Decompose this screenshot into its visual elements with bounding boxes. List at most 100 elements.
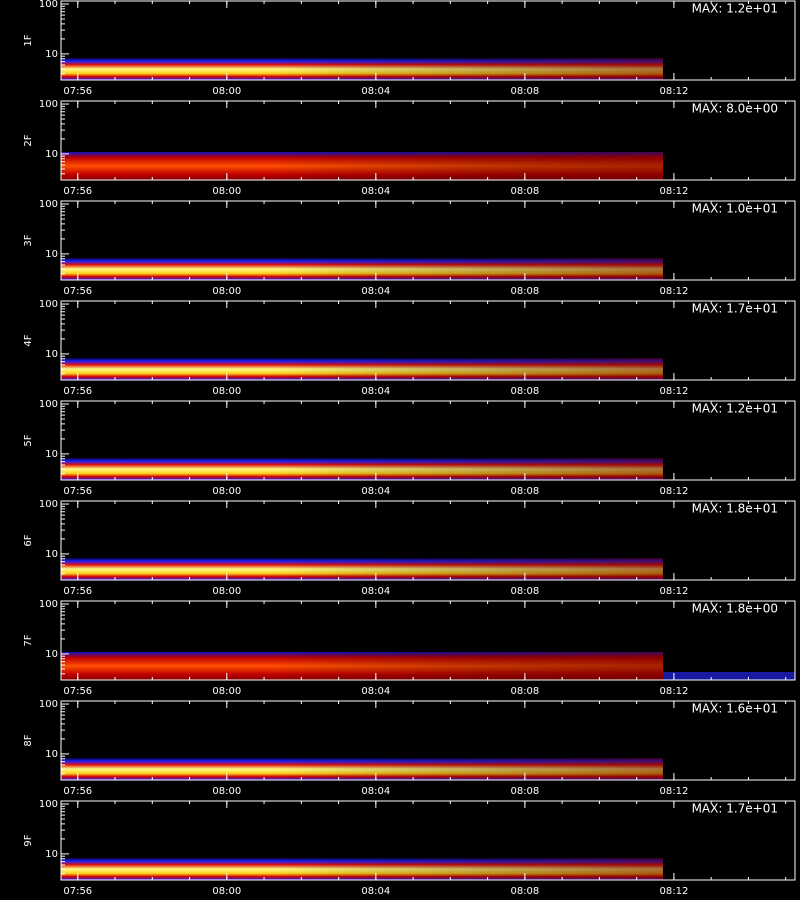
- x-tick-label: 08:12: [659, 586, 688, 597]
- max-annotation: MAX: 1.2e+01: [692, 402, 778, 416]
- y-tick-label: 100: [39, 499, 58, 510]
- y-axis-label: 6F: [23, 534, 34, 546]
- plot-frame: [60, 0, 796, 81]
- x-tick-label: 08:08: [510, 486, 539, 497]
- y-tick-label: 100: [39, 399, 58, 410]
- x-tick-label: 07:56: [63, 286, 92, 297]
- x-tick-label: 08:08: [510, 686, 539, 697]
- spectrogram-fade: [61, 358, 663, 380]
- x-tick-label: 07:56: [63, 486, 92, 497]
- max-annotation: MAX: 1.0e+01: [692, 202, 778, 216]
- x-tick-label: 08:12: [659, 686, 688, 697]
- y-tick-label: 100: [39, 0, 58, 10]
- x-tick-label: 08:00: [212, 686, 241, 697]
- x-tick-label: 08:12: [659, 786, 688, 797]
- spectrogram-tail: [663, 672, 795, 680]
- spectrogram-fade: [61, 458, 663, 480]
- plot-frame: [60, 300, 796, 381]
- x-tick-label: 08:04: [361, 686, 390, 697]
- spectrogram-fade: [61, 558, 663, 580]
- x-tick-label: 08:12: [659, 886, 688, 897]
- x-tick-label: 08:04: [361, 586, 390, 597]
- x-tick-label: 08:12: [659, 186, 688, 197]
- spectrogram-fade: [61, 58, 663, 80]
- spectrogram-fade: [61, 858, 663, 880]
- y-tick-label: 10: [45, 349, 58, 360]
- x-tick-label: 08:04: [361, 386, 390, 397]
- max-annotation: MAX: 8.0e+00: [692, 102, 778, 116]
- x-tick-label: 07:56: [63, 186, 92, 197]
- x-tick-label: 07:56: [63, 86, 92, 97]
- y-axis-label: 3F: [23, 234, 34, 246]
- y-tick-label: 10: [45, 549, 58, 560]
- x-tick-label: 08:00: [212, 386, 241, 397]
- y-axis-label: 9F: [23, 834, 34, 846]
- x-tick-label: 08:08: [510, 786, 539, 797]
- x-tick-label: 08:12: [659, 386, 688, 397]
- spectrogram-fade: [61, 152, 663, 180]
- y-tick-label: 100: [39, 299, 58, 310]
- x-tick-label: 08:12: [659, 286, 688, 297]
- max-annotation: MAX: 1.6e+01: [692, 702, 778, 716]
- x-tick-label: 08:00: [212, 586, 241, 597]
- spectrogram-fade: [61, 652, 663, 680]
- max-annotation: MAX: 1.7e+01: [692, 302, 778, 316]
- y-axis-label: 8F: [23, 734, 34, 746]
- spectrogram-fade: [61, 758, 663, 780]
- x-tick-label: 08:00: [212, 186, 241, 197]
- x-tick-label: 08:08: [510, 86, 539, 97]
- max-annotation: MAX: 1.2e+01: [692, 2, 778, 16]
- y-tick-label: 10: [45, 149, 58, 160]
- x-tick-label: 07:56: [63, 586, 92, 597]
- x-tick-label: 08:04: [361, 286, 390, 297]
- y-axis-label: 1F: [23, 34, 34, 46]
- y-axis-label: 2F: [23, 134, 34, 146]
- x-tick-label: 08:04: [361, 786, 390, 797]
- y-tick-label: 10: [45, 749, 58, 760]
- max-annotation: MAX: 1.8e+00: [692, 602, 778, 616]
- x-tick-label: 08:00: [212, 886, 241, 897]
- x-tick-label: 08:04: [361, 486, 390, 497]
- spectrogram-fade: [61, 258, 663, 280]
- x-tick-label: 08:12: [659, 486, 688, 497]
- plot-frame: [60, 100, 796, 181]
- y-tick-label: 100: [39, 699, 58, 710]
- y-tick-label: 100: [39, 199, 58, 210]
- x-tick-label: 08:08: [510, 886, 539, 897]
- y-tick-label: 10: [45, 449, 58, 460]
- x-tick-label: 08:04: [361, 86, 390, 97]
- plot-frame: [60, 600, 796, 681]
- plot-frame: [60, 400, 796, 481]
- max-annotation: MAX: 1.8e+01: [692, 502, 778, 516]
- x-tick-label: 08:08: [510, 186, 539, 197]
- x-tick-label: 08:08: [510, 386, 539, 397]
- plot-frame: [60, 800, 796, 881]
- x-tick-label: 08:00: [212, 486, 241, 497]
- y-tick-label: 100: [39, 99, 58, 110]
- y-tick-label: 100: [39, 599, 58, 610]
- y-axis-label: 7F: [23, 634, 34, 646]
- x-tick-label: 08:08: [510, 286, 539, 297]
- x-tick-label: 08:12: [659, 86, 688, 97]
- x-tick-label: 07:56: [63, 886, 92, 897]
- y-axis-label: 4F: [23, 334, 34, 346]
- x-tick-label: 08:04: [361, 886, 390, 897]
- x-tick-label: 07:56: [63, 686, 92, 697]
- y-axis-label: 5F: [23, 434, 34, 446]
- y-tick-label: 10: [45, 649, 58, 660]
- y-tick-label: 100: [39, 799, 58, 810]
- x-tick-label: 08:00: [212, 86, 241, 97]
- y-tick-label: 10: [45, 249, 58, 260]
- plot-frame: [60, 500, 796, 581]
- y-tick-label: 10: [45, 49, 58, 60]
- x-tick-label: 08:00: [212, 286, 241, 297]
- max-annotation: MAX: 1.7e+01: [692, 802, 778, 816]
- x-tick-label: 08:00: [212, 786, 241, 797]
- plot-frame: [60, 700, 796, 781]
- x-tick-label: 08:08: [510, 586, 539, 597]
- plot-frame: [60, 200, 796, 281]
- x-tick-label: 08:04: [361, 186, 390, 197]
- x-tick-label: 07:56: [63, 386, 92, 397]
